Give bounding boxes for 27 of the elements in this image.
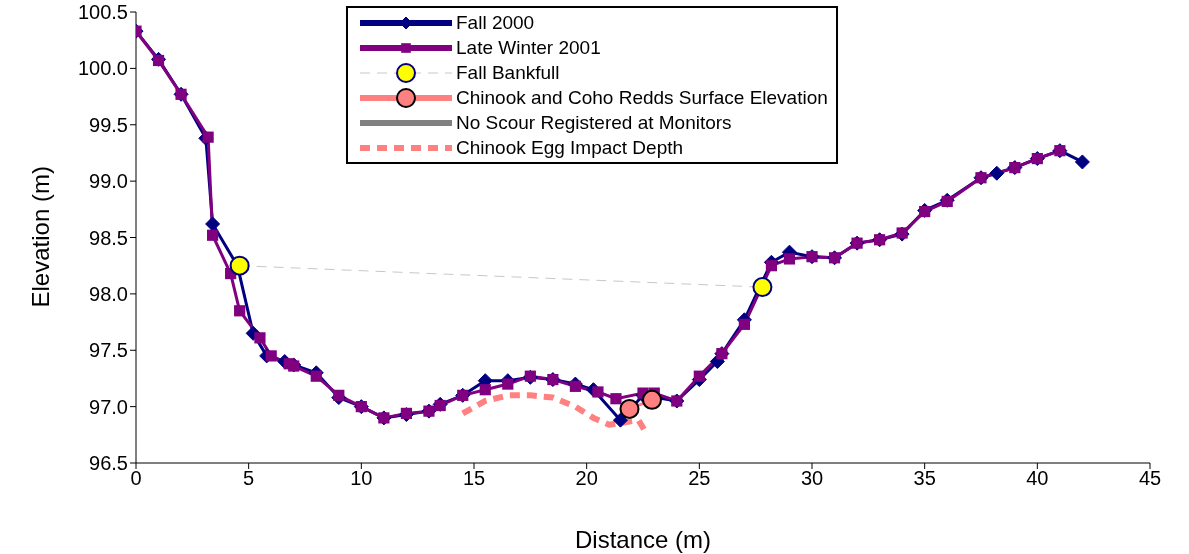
- legend-label: Fall 2000: [456, 11, 535, 34]
- legend-label: No Scour Registered at Monitors: [456, 111, 732, 134]
- legend-label: Chinook and Coho Redds Surface Elevation: [456, 86, 828, 109]
- x-tick-label: 40: [1026, 467, 1049, 490]
- x-tick-label: 35: [913, 467, 936, 490]
- legend-label: Fall Bankfull: [456, 61, 560, 84]
- y-tick-label: 97.0: [89, 395, 128, 418]
- y-tick-label: 98.0: [89, 282, 128, 305]
- legend-label: Late Winter 2001: [456, 36, 601, 59]
- y-tick-label: 97.5: [89, 339, 128, 362]
- y-tick-label: 100.5: [77, 1, 128, 24]
- x-tick-label: 5: [243, 467, 255, 490]
- x-axis-title: Distance (m): [574, 526, 712, 553]
- y-tick-label: 98.5: [89, 226, 128, 249]
- x-tick-label: 10: [350, 467, 373, 490]
- x-tick-label: 20: [575, 467, 598, 490]
- legend-label: Chinook Egg Impact Depth: [456, 136, 684, 159]
- x-tick-label: 15: [462, 467, 486, 490]
- y-axis-title: Elevation (m): [26, 166, 54, 308]
- y-tick-label: 99.5: [89, 113, 128, 136]
- x-tick-label: 30: [800, 467, 824, 490]
- x-tick-label: 0: [130, 467, 142, 490]
- y-tick-label: 99.0: [89, 170, 128, 193]
- y-tick-label: 96.5: [89, 452, 128, 475]
- x-tick-label: 45: [1138, 467, 1162, 490]
- x-tick-label: 25: [688, 467, 711, 490]
- y-tick-label: 100.0: [77, 57, 128, 80]
